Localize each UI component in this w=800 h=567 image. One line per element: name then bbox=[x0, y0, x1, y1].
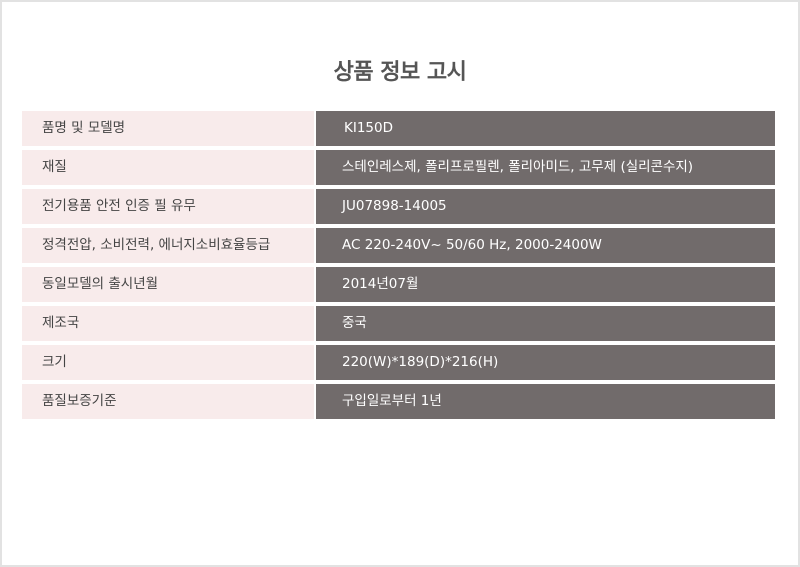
table-row: 제조국 중국 bbox=[22, 306, 775, 341]
table-row: 전기용품 안전 인증 필 유무 JU07898-14005 bbox=[22, 189, 775, 224]
row-value: 중국 bbox=[316, 306, 775, 341]
row-label: 재질 bbox=[22, 150, 314, 185]
table-row: 크기 220(W)*189(D)*216(H) bbox=[22, 345, 775, 380]
page-title: 상품 정보 고시 bbox=[333, 60, 467, 85]
row-value: 스테인레스제, 폴리프로필렌, 폴리아미드, 고무제 (실리콘수지) bbox=[316, 150, 775, 185]
row-value: 2014년07월 bbox=[316, 267, 775, 302]
row-label: 크기 bbox=[22, 345, 314, 380]
row-value: KI150D bbox=[316, 111, 775, 146]
table-row: 정격전압, 소비전력, 에너지소비효율등급 AC 220-240V~ 50/60 … bbox=[22, 228, 775, 263]
table-row: 품질보증기준 구입일로부터 1년 bbox=[22, 384, 775, 419]
table-row: 품명 및 모델명 KI150D bbox=[22, 111, 775, 146]
row-label: 품질보증기준 bbox=[22, 384, 314, 419]
row-label: 제조국 bbox=[22, 306, 314, 341]
table-row: 동일모델의 출시년월 2014년07월 bbox=[22, 267, 775, 302]
table-row: 재질 스테인레스제, 폴리프로필렌, 폴리아미드, 고무제 (실리콘수지) bbox=[22, 150, 775, 185]
product-info-table: 품명 및 모델명 KI150D 재질 스테인레스제, 폴리프로필렌, 폴리아미드, … bbox=[22, 111, 775, 423]
row-label: 동일모델의 출시년월 bbox=[22, 267, 314, 302]
row-value: 구입일로부터 1년 bbox=[316, 384, 775, 419]
row-value: JU07898-14005 bbox=[316, 189, 775, 224]
row-label: 품명 및 모델명 bbox=[22, 111, 314, 146]
row-label: 전기용품 안전 인증 필 유무 bbox=[22, 189, 314, 224]
row-value: 220(W)*189(D)*216(H) bbox=[316, 345, 775, 380]
row-value: AC 220-240V~ 50/60 Hz, 2000-2400W bbox=[316, 228, 775, 263]
row-label: 정격전압, 소비전력, 에너지소비효율등급 bbox=[22, 228, 314, 263]
